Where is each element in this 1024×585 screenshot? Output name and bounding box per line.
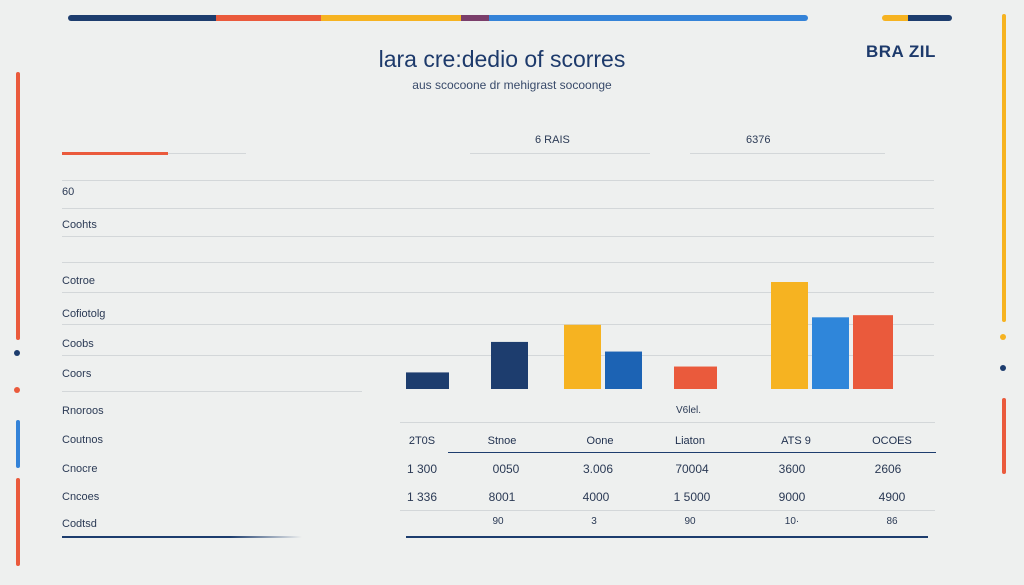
row-label: Cnocre <box>62 463 98 475</box>
table-column-header: 2T0S <box>408 435 436 447</box>
table-column-header: ATS 9 <box>781 435 811 447</box>
top-accent-bar <box>68 15 808 21</box>
table-cell: 86 <box>886 516 898 527</box>
table-cell: 4000 <box>582 490 610 504</box>
table-row-rule <box>400 510 935 511</box>
gridline <box>62 391 362 392</box>
bar-g4-s2 <box>853 315 893 389</box>
table-column-header: Oone <box>586 435 614 447</box>
table-cell: 4900 <box>878 490 906 504</box>
table-column-header: OCOES <box>872 435 912 447</box>
gridline <box>62 208 934 209</box>
gridline <box>62 236 934 237</box>
left-orange-bar <box>16 72 20 340</box>
table-bottom-rule <box>406 536 928 538</box>
table-cell: 8001 <box>488 490 516 504</box>
right-yellow-dot <box>1000 334 1006 340</box>
row-label: 60 <box>62 186 75 198</box>
header-rule-right <box>690 153 885 154</box>
row-label: Coohts <box>62 219 97 231</box>
table-cell: 3.006 <box>582 462 614 476</box>
table-cell: 10· <box>784 516 800 527</box>
left-navy-dot <box>14 350 20 356</box>
brand-label: BRA ZIL <box>866 42 936 61</box>
bar-g4-s1 <box>812 317 849 389</box>
bar-g2-s1 <box>605 351 642 389</box>
row-label: Cotroe <box>62 275 96 287</box>
left-orange-dot <box>14 387 20 393</box>
bar-g1-s0 <box>491 341 528 389</box>
table-cell: 90 <box>684 516 696 527</box>
chart-mid-label: V6lel. <box>676 405 702 416</box>
right-navy-dot <box>1000 365 1006 371</box>
row-label: Codtsd <box>62 518 97 530</box>
table-cell: 1 336 <box>406 490 438 504</box>
table-cell: 2606 <box>874 462 902 476</box>
table-cell: 70004 <box>675 462 709 476</box>
row-label: Coobs <box>62 338 94 350</box>
table-cell: 1 300 <box>406 462 438 476</box>
table-cell: 9000 <box>778 490 806 504</box>
bar-g2-s0 <box>564 324 601 389</box>
chart-subtitle: aus scocoone dr mehigrast socoonge <box>412 78 612 92</box>
row-label: Rnoroos <box>62 405 104 417</box>
column-b-heading: 6376 <box>746 134 771 146</box>
left-blue-bar <box>16 420 20 468</box>
header-orange-underline <box>62 152 168 155</box>
gridline <box>62 262 934 263</box>
chart-title: lara cre:dedio of scorres <box>378 46 626 72</box>
table-cell: 3600 <box>778 462 806 476</box>
table-column-header: Liaton <box>675 435 705 447</box>
row-label: Coutnos <box>62 434 103 446</box>
table-cell: 1 5000 <box>673 490 711 504</box>
table-header-rule <box>448 452 936 453</box>
bar-g0-s0 <box>406 372 449 389</box>
left-orange-bar-2 <box>16 478 20 566</box>
bar-g4-s0 <box>771 282 808 389</box>
table-cell: 0050 <box>492 462 520 476</box>
corner-accent-bar <box>882 15 952 21</box>
header-rule-mid <box>470 153 650 154</box>
header-rule-left <box>168 153 246 154</box>
gridline <box>400 422 935 423</box>
right-orange-bar <box>1002 398 1006 474</box>
gridline <box>62 324 934 325</box>
table-column-header: Stnoe <box>487 435 517 447</box>
row-label: Coors <box>62 368 92 380</box>
bar-g3-s0 <box>674 366 717 389</box>
gridline <box>62 180 934 181</box>
right-yellow-bar <box>1002 14 1006 322</box>
table-cell: 90 <box>492 516 504 527</box>
column-a-heading: 6 RAIS <box>535 134 570 146</box>
row-label: Cofiotolg <box>62 308 106 320</box>
row-label: Cncoes <box>62 491 100 503</box>
gridline <box>62 292 934 293</box>
table-cell: 3 <box>591 516 597 527</box>
table-bottom-rule-left <box>62 536 302 538</box>
